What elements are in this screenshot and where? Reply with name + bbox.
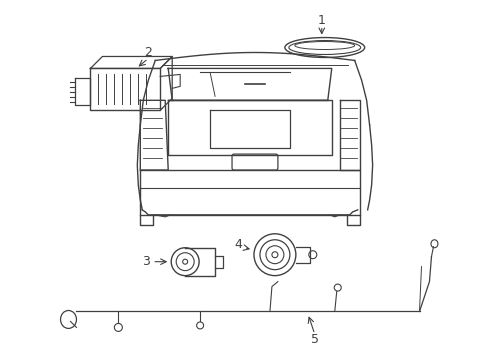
Text: 1: 1	[317, 14, 325, 27]
Text: 5: 5	[310, 333, 318, 346]
Text: 4: 4	[234, 238, 242, 251]
Text: 2: 2	[144, 46, 152, 59]
Text: 3: 3	[142, 255, 150, 268]
